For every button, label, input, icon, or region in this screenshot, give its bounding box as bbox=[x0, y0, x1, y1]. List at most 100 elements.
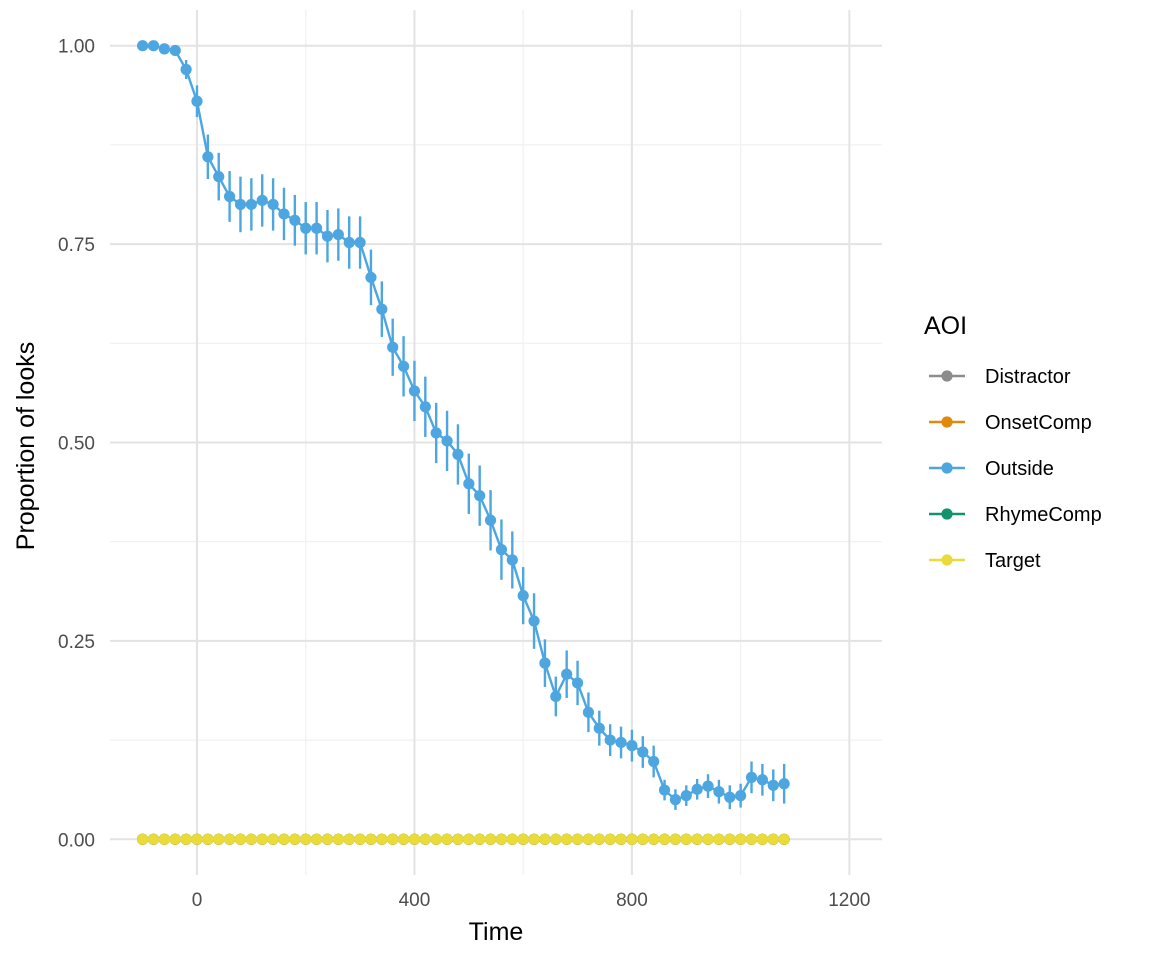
data-point bbox=[615, 736, 627, 749]
data-point bbox=[735, 790, 747, 802]
series-target bbox=[137, 833, 790, 845]
y-tick-label: 0.00 bbox=[58, 830, 95, 851]
data-point bbox=[680, 790, 692, 802]
data-point bbox=[310, 222, 323, 234]
legend-key-point bbox=[941, 370, 953, 382]
data-point bbox=[397, 360, 410, 372]
data-point bbox=[571, 833, 584, 845]
data-point bbox=[593, 833, 605, 845]
data-point bbox=[517, 833, 529, 845]
data-point bbox=[300, 833, 312, 845]
data-point bbox=[213, 833, 225, 845]
data-point bbox=[137, 40, 149, 52]
data-point bbox=[648, 755, 660, 768]
legend-label: RhymeComp bbox=[985, 504, 1102, 526]
data-point bbox=[539, 657, 551, 669]
data-point bbox=[463, 478, 475, 490]
data-point bbox=[387, 833, 399, 845]
x-tick-label: 1200 bbox=[828, 890, 870, 911]
data-point bbox=[463, 833, 475, 845]
data-point bbox=[300, 222, 312, 234]
data-point bbox=[180, 63, 192, 76]
data-point bbox=[669, 794, 682, 806]
data-point bbox=[724, 833, 736, 845]
legend-key-point bbox=[941, 508, 953, 520]
data-point bbox=[354, 833, 366, 845]
data-point bbox=[582, 706, 595, 718]
x-tick-label: 0 bbox=[192, 890, 203, 911]
x-tick-label: 800 bbox=[616, 890, 648, 911]
data-point bbox=[745, 771, 758, 783]
data-point bbox=[713, 786, 725, 798]
x-axis-title: Time bbox=[469, 918, 524, 946]
data-point bbox=[267, 198, 279, 211]
data-point bbox=[321, 230, 334, 242]
data-point bbox=[354, 236, 366, 249]
data-point bbox=[539, 833, 551, 845]
data-point bbox=[604, 734, 616, 746]
legend-item-target: Target bbox=[929, 550, 1041, 572]
data-point bbox=[419, 833, 431, 845]
data-point bbox=[506, 833, 518, 845]
series-layer bbox=[137, 40, 790, 845]
series-outside bbox=[137, 40, 790, 810]
data-point bbox=[278, 833, 290, 845]
data-point bbox=[267, 833, 279, 845]
data-point bbox=[213, 171, 225, 183]
data-point bbox=[571, 677, 584, 689]
data-point bbox=[648, 833, 660, 845]
data-point bbox=[756, 774, 768, 786]
data-point bbox=[224, 190, 236, 203]
x-tick-label: 400 bbox=[399, 890, 431, 911]
y-tick-label: 0.50 bbox=[58, 434, 95, 455]
data-point bbox=[376, 833, 388, 845]
legend-item-onsetcomp: OnsetComp bbox=[929, 412, 1092, 434]
data-point bbox=[343, 833, 355, 845]
data-point bbox=[408, 833, 421, 845]
data-point bbox=[137, 833, 149, 845]
legend-key-point bbox=[941, 416, 953, 428]
data-point bbox=[158, 833, 170, 845]
data-point bbox=[767, 779, 779, 791]
data-point bbox=[691, 833, 703, 845]
data-point bbox=[484, 833, 497, 845]
data-point bbox=[169, 44, 181, 57]
data-point bbox=[332, 833, 344, 845]
data-point bbox=[147, 40, 160, 52]
legend-title: AOI bbox=[924, 312, 967, 340]
y-axis-ticks: 0.00 0.25 0.50 0.75 1.00 bbox=[58, 37, 95, 852]
data-point bbox=[419, 401, 431, 413]
data-point bbox=[245, 833, 257, 845]
data-point bbox=[191, 833, 203, 845]
data-point bbox=[680, 833, 692, 845]
data-point bbox=[408, 385, 421, 397]
data-point bbox=[474, 833, 486, 845]
data-point bbox=[365, 833, 377, 845]
data-point bbox=[550, 690, 562, 703]
data-point bbox=[550, 833, 562, 845]
legend-key-point bbox=[941, 554, 953, 566]
series-line bbox=[142, 44, 785, 801]
legend-label: OnsetComp bbox=[985, 412, 1092, 434]
data-point bbox=[669, 833, 682, 845]
data-point bbox=[735, 833, 747, 845]
data-point bbox=[289, 833, 301, 845]
y-tick-label: 0.25 bbox=[58, 632, 95, 653]
data-point bbox=[147, 833, 160, 845]
data-point bbox=[495, 833, 508, 845]
data-point bbox=[484, 514, 497, 526]
data-point bbox=[256, 833, 268, 845]
legend-label: Distractor bbox=[985, 366, 1071, 388]
data-point bbox=[626, 740, 638, 752]
data-point bbox=[702, 833, 714, 845]
data-point bbox=[180, 833, 192, 845]
data-point bbox=[637, 833, 649, 845]
data-point bbox=[289, 214, 301, 226]
y-axis-title: Proportion of looks bbox=[12, 342, 40, 550]
data-point bbox=[593, 722, 605, 734]
data-point bbox=[234, 833, 247, 845]
data-point bbox=[376, 303, 388, 315]
data-point bbox=[191, 95, 203, 107]
data-point bbox=[767, 833, 779, 845]
